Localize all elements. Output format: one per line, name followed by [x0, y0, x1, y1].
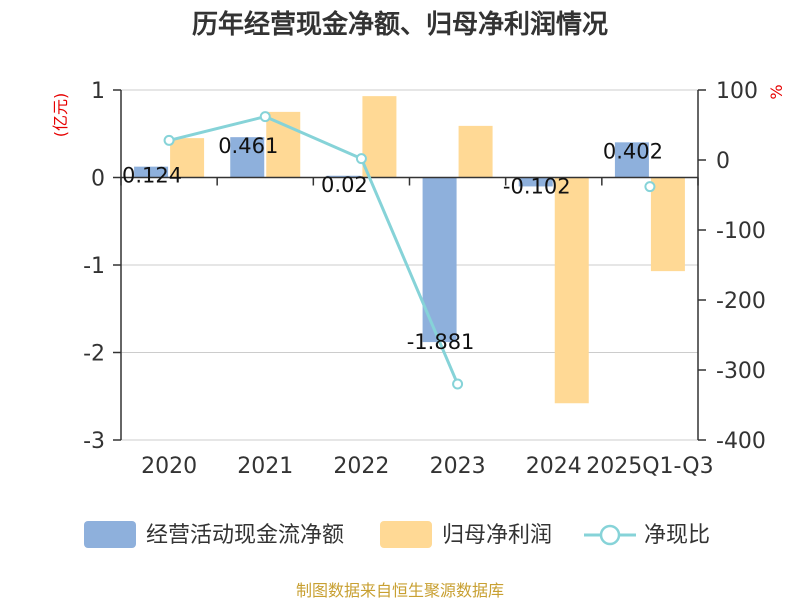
bar-profit	[650, 177, 685, 272]
legend-swatch-cash	[84, 521, 136, 548]
data-label-cash: -0.102	[503, 174, 571, 198]
bar-cash	[326, 175, 361, 178]
y-left-tick-label: -3	[83, 429, 105, 454]
data-label-cash: 0.02	[321, 173, 368, 197]
bar-profit	[170, 138, 205, 178]
legend-marker-ratio	[599, 524, 621, 546]
bar-cash	[134, 166, 169, 178]
bar-profit	[554, 177, 589, 404]
y-left-tick-label: 1	[91, 79, 105, 104]
ratio-point	[259, 111, 271, 123]
chart-title: 历年经营现金净额、归母净利润情况	[192, 9, 608, 40]
legend-label-cash: 经营活动现金流净额	[146, 523, 344, 548]
legend: 经营活动现金流净额 归母净利润 净现比	[84, 521, 710, 548]
x-tick-label: 2025Q1-Q3	[586, 454, 713, 479]
bar-profit	[458, 125, 493, 178]
ratio-point	[355, 153, 367, 165]
data-label-cash: 0.124	[122, 164, 182, 188]
y-left-tick-label: -2	[83, 342, 105, 367]
data-label-cash: 0.402	[603, 139, 663, 163]
x-tick-label: 2024	[526, 454, 582, 479]
ratio-point	[644, 181, 656, 193]
ratio-line	[168, 115, 459, 385]
x-tick-label: 2021	[237, 454, 293, 479]
data-label-cash: -1.881	[407, 330, 475, 354]
y-right-tick-label: 0	[716, 149, 730, 174]
bar-cash	[518, 177, 553, 187]
bar-profit	[266, 111, 301, 178]
right-axis-unit: %	[767, 84, 786, 99]
ratio-point	[163, 134, 175, 146]
x-tick-label: 2022	[333, 454, 389, 479]
y-right-tick-label: 100	[716, 79, 758, 104]
y-left-tick-label: -1	[83, 254, 105, 279]
source-note: 制图数据来自恒生聚源数据库	[296, 581, 504, 600]
y-right-tick-label: -400	[716, 429, 766, 454]
ratio-point	[452, 378, 464, 390]
y-right-tick-label: -300	[716, 359, 766, 384]
legend-swatch-profit	[380, 521, 432, 548]
legend-label-profit: 归母净利润	[442, 523, 552, 548]
plot-area: 1 0 -1 -2 -3 100 0 -100 -200 -300 -400 2020 2021 2022…	[83, 79, 766, 479]
legend-label-ratio: 净现比	[644, 523, 710, 548]
y-left-tick-label: 0	[91, 167, 105, 192]
left-axis-unit: (亿元)	[51, 93, 70, 138]
bar-profit	[362, 96, 397, 178]
data-label-cash: 0.461	[218, 134, 278, 158]
x-tick-label: 2023	[430, 454, 486, 479]
bar-cash	[230, 137, 265, 178]
y-right-tick-label: -200	[716, 289, 766, 314]
x-tick-label: 2020	[141, 454, 197, 479]
y-right-tick-label: -100	[716, 219, 766, 244]
bar-cash	[614, 142, 649, 178]
